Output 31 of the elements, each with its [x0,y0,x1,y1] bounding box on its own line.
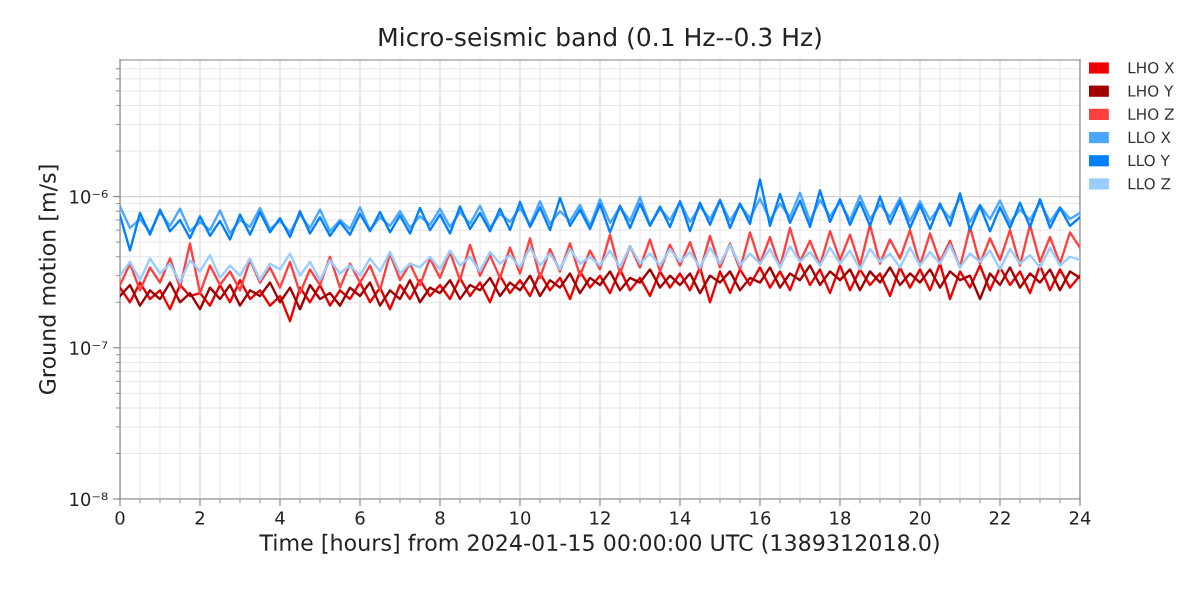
legend-label: LHO Z [1128,108,1174,120]
y-tick-label: 10⁻⁷ [70,341,108,355]
x-tick-label: 4 [275,511,285,525]
y-axis-title: Ground motion [m/s] [38,165,59,395]
x-tick-label: 10 [510,511,531,525]
x-tick-label: 20 [909,511,931,525]
x-tick-label: 2 [195,511,204,525]
x-tick-label: 14 [670,511,691,525]
line-series [120,243,1080,284]
line-series [120,178,1080,252]
x-tick-label: 12 [590,511,610,525]
line-series [120,223,1080,295]
x-tick-label: 22 [989,511,1010,525]
legend-label: LHO X [1128,61,1175,74]
legend-label: LLO Y [1128,154,1170,167]
line-series [120,191,1080,235]
chart-title: Micro-seismic band (0.1 Hz--0.3 Hz) [379,27,821,50]
line-series [120,264,1080,311]
x-tick-label: 18 [830,511,851,525]
y-tick-label: 10⁻⁸ [70,492,108,507]
x-tick-label: 24 [1069,511,1091,525]
line-series [120,262,1080,323]
x-tick-label: 8 [435,511,445,525]
legend-label: LLO Z [1128,177,1171,190]
y-tick-label: 10⁻⁶ [70,190,108,204]
x-tick-label: 6 [355,511,365,525]
legend-label: LLO X [1128,131,1171,144]
x-tick-label: 16 [750,511,771,525]
legend-label: LHO Y [1128,85,1174,97]
x-axis-title: Time [hours] from 2024-01-15 00:00:00 UTC (1389312018.0) [259,533,939,554]
x-tick-label: 0 [115,511,125,525]
